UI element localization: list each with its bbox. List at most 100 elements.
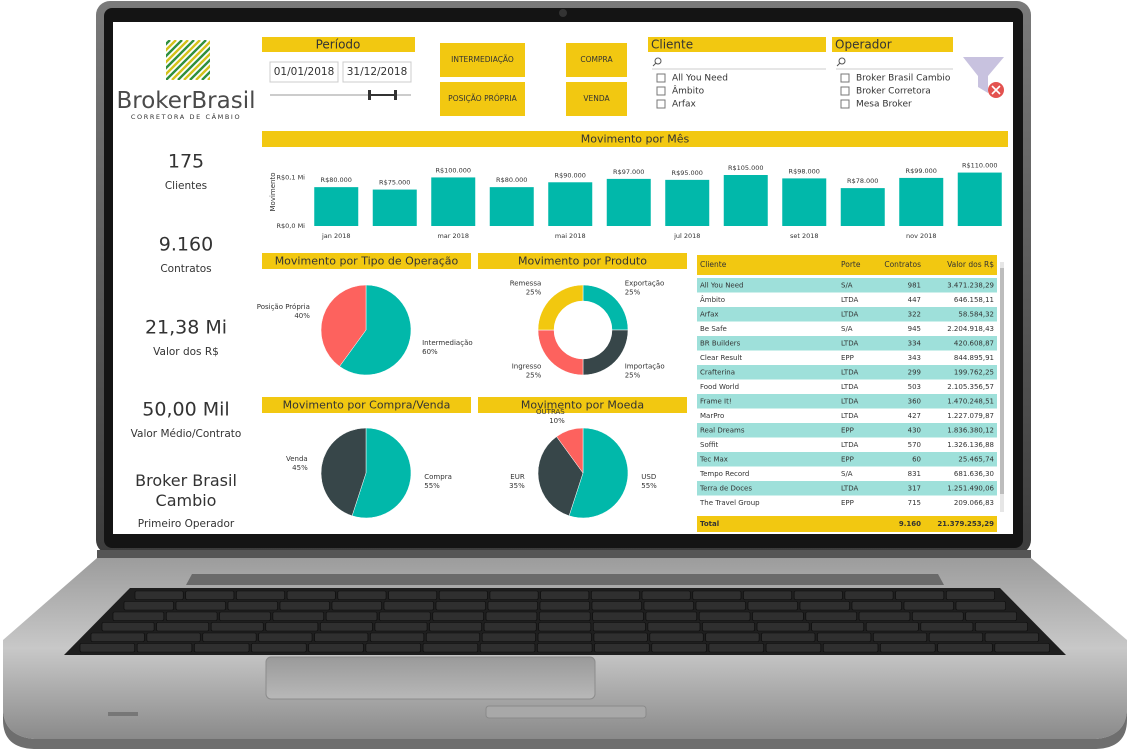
key [483,622,537,632]
table-cell: Clear Result [700,354,742,362]
indicator [108,712,138,716]
bar [723,175,768,226]
checkbox[interactable] [840,86,850,96]
checkbox[interactable] [656,73,666,83]
table-cell: 334 [908,339,922,347]
filter-button[interactable] [440,82,525,116]
key [592,622,646,632]
table-cell: 981 [908,281,921,289]
table-cell: S/A [841,470,853,478]
filter-button[interactable] [566,43,627,77]
table-cell: BR Builders [700,339,741,347]
pie-slice [556,427,584,474]
logo-stripe [195,64,210,80]
key [370,632,425,642]
table-row-bg [697,292,997,307]
search-icon [654,57,662,65]
bar [431,177,476,226]
key [538,622,592,632]
date-end[interactable]: 31/12/2018 [347,66,408,78]
chart-header [478,253,687,269]
bar [899,177,944,226]
slicer-item[interactable]: Arfax [672,100,697,110]
x-tick-label: nov 2018 [906,232,937,240]
slider-handle[interactable] [394,90,397,100]
slicer-item[interactable]: Broker Corretora [856,87,931,97]
table-cell: 60 [912,455,921,463]
table-total-bg [697,516,997,532]
date-start[interactable]: 01/01/2018 [274,66,335,78]
key [592,611,644,621]
table-row-bg [697,350,997,365]
key [743,590,792,600]
table-total-contratos: 9.160 [899,520,921,528]
y-axis-label: Movimento [269,173,277,212]
table-cell: 343 [908,354,921,362]
kpi-value: 21,38 Mi [145,317,227,339]
bar-value-label: R$90.000 [555,171,586,179]
filter-button[interactable] [566,82,627,116]
checkbox[interactable] [840,73,850,83]
pie-label-value: 10% [549,417,565,425]
bar [665,179,710,226]
logo-name-1: Broker [116,88,191,114]
table-cell: 3.471.238,29 [947,281,994,289]
key [487,601,538,611]
search-icon [652,62,657,67]
table-cell: LTDA [841,296,858,304]
key [210,622,264,632]
chart-header [262,131,1008,147]
slider-handle[interactable] [368,90,371,100]
table-cell: Frame It! [700,397,732,405]
cliente-header [648,37,826,52]
table-cell: LTDA [841,310,858,318]
key [594,643,650,653]
table-cell: 199.762,25 [954,368,994,376]
key [438,590,488,600]
table-header-cell: Cliente [700,260,727,269]
key [489,590,539,600]
slicer-item[interactable]: All You Need [672,74,728,84]
key [258,632,313,642]
key [799,601,850,611]
pie-label-name: Ingresso [512,363,542,371]
filter-button[interactable] [440,43,525,77]
pie-label-value: 55% [424,482,440,490]
table-cell: Soffit [700,441,718,449]
pie-label-value: 45% [292,464,308,472]
table-scrollbar-thumb[interactable] [1000,268,1004,494]
date-box[interactable] [269,61,339,83]
filter-button-label[interactable]: INTERMEDIAÇÃO [451,55,514,64]
filter-button-label[interactable]: POSIÇÃO PRÓPRIA [448,94,518,103]
key [895,590,945,600]
speaker-vent [186,574,944,585]
filter-button-label[interactable]: VENDA [583,94,610,103]
table-cell: 681.636,30 [954,470,994,478]
clear-filter-icon[interactable] [963,57,1004,93]
key [844,590,894,600]
logo-stripe [166,40,177,52]
checkbox[interactable] [656,99,666,109]
table-row-bg [697,394,997,409]
camera [559,9,567,17]
chart-title: Movimento por Compra/Venda [283,399,451,412]
slicer-item[interactable]: Mesa Broker [856,100,912,110]
key [912,611,964,621]
slicer-item[interactable]: Âmbito [672,85,705,97]
slicer-item[interactable]: Broker Brasil Cambio [856,74,951,84]
table-row-bg [697,423,997,438]
key [425,632,480,642]
bar-value-label: R$80.000 [496,176,527,184]
table-cell: The Travel Group [699,499,760,507]
bar [606,178,651,226]
checkbox[interactable] [840,99,850,109]
filter-button-label[interactable]: COMPRA [580,55,613,64]
key [308,643,364,653]
date-box[interactable] [342,61,412,83]
table-cell: 1.836.380,12 [947,426,994,434]
pie-label-value: 60% [422,348,438,356]
logo-stripe [166,40,207,80]
search-icon [838,57,846,65]
checkbox[interactable] [656,86,666,96]
